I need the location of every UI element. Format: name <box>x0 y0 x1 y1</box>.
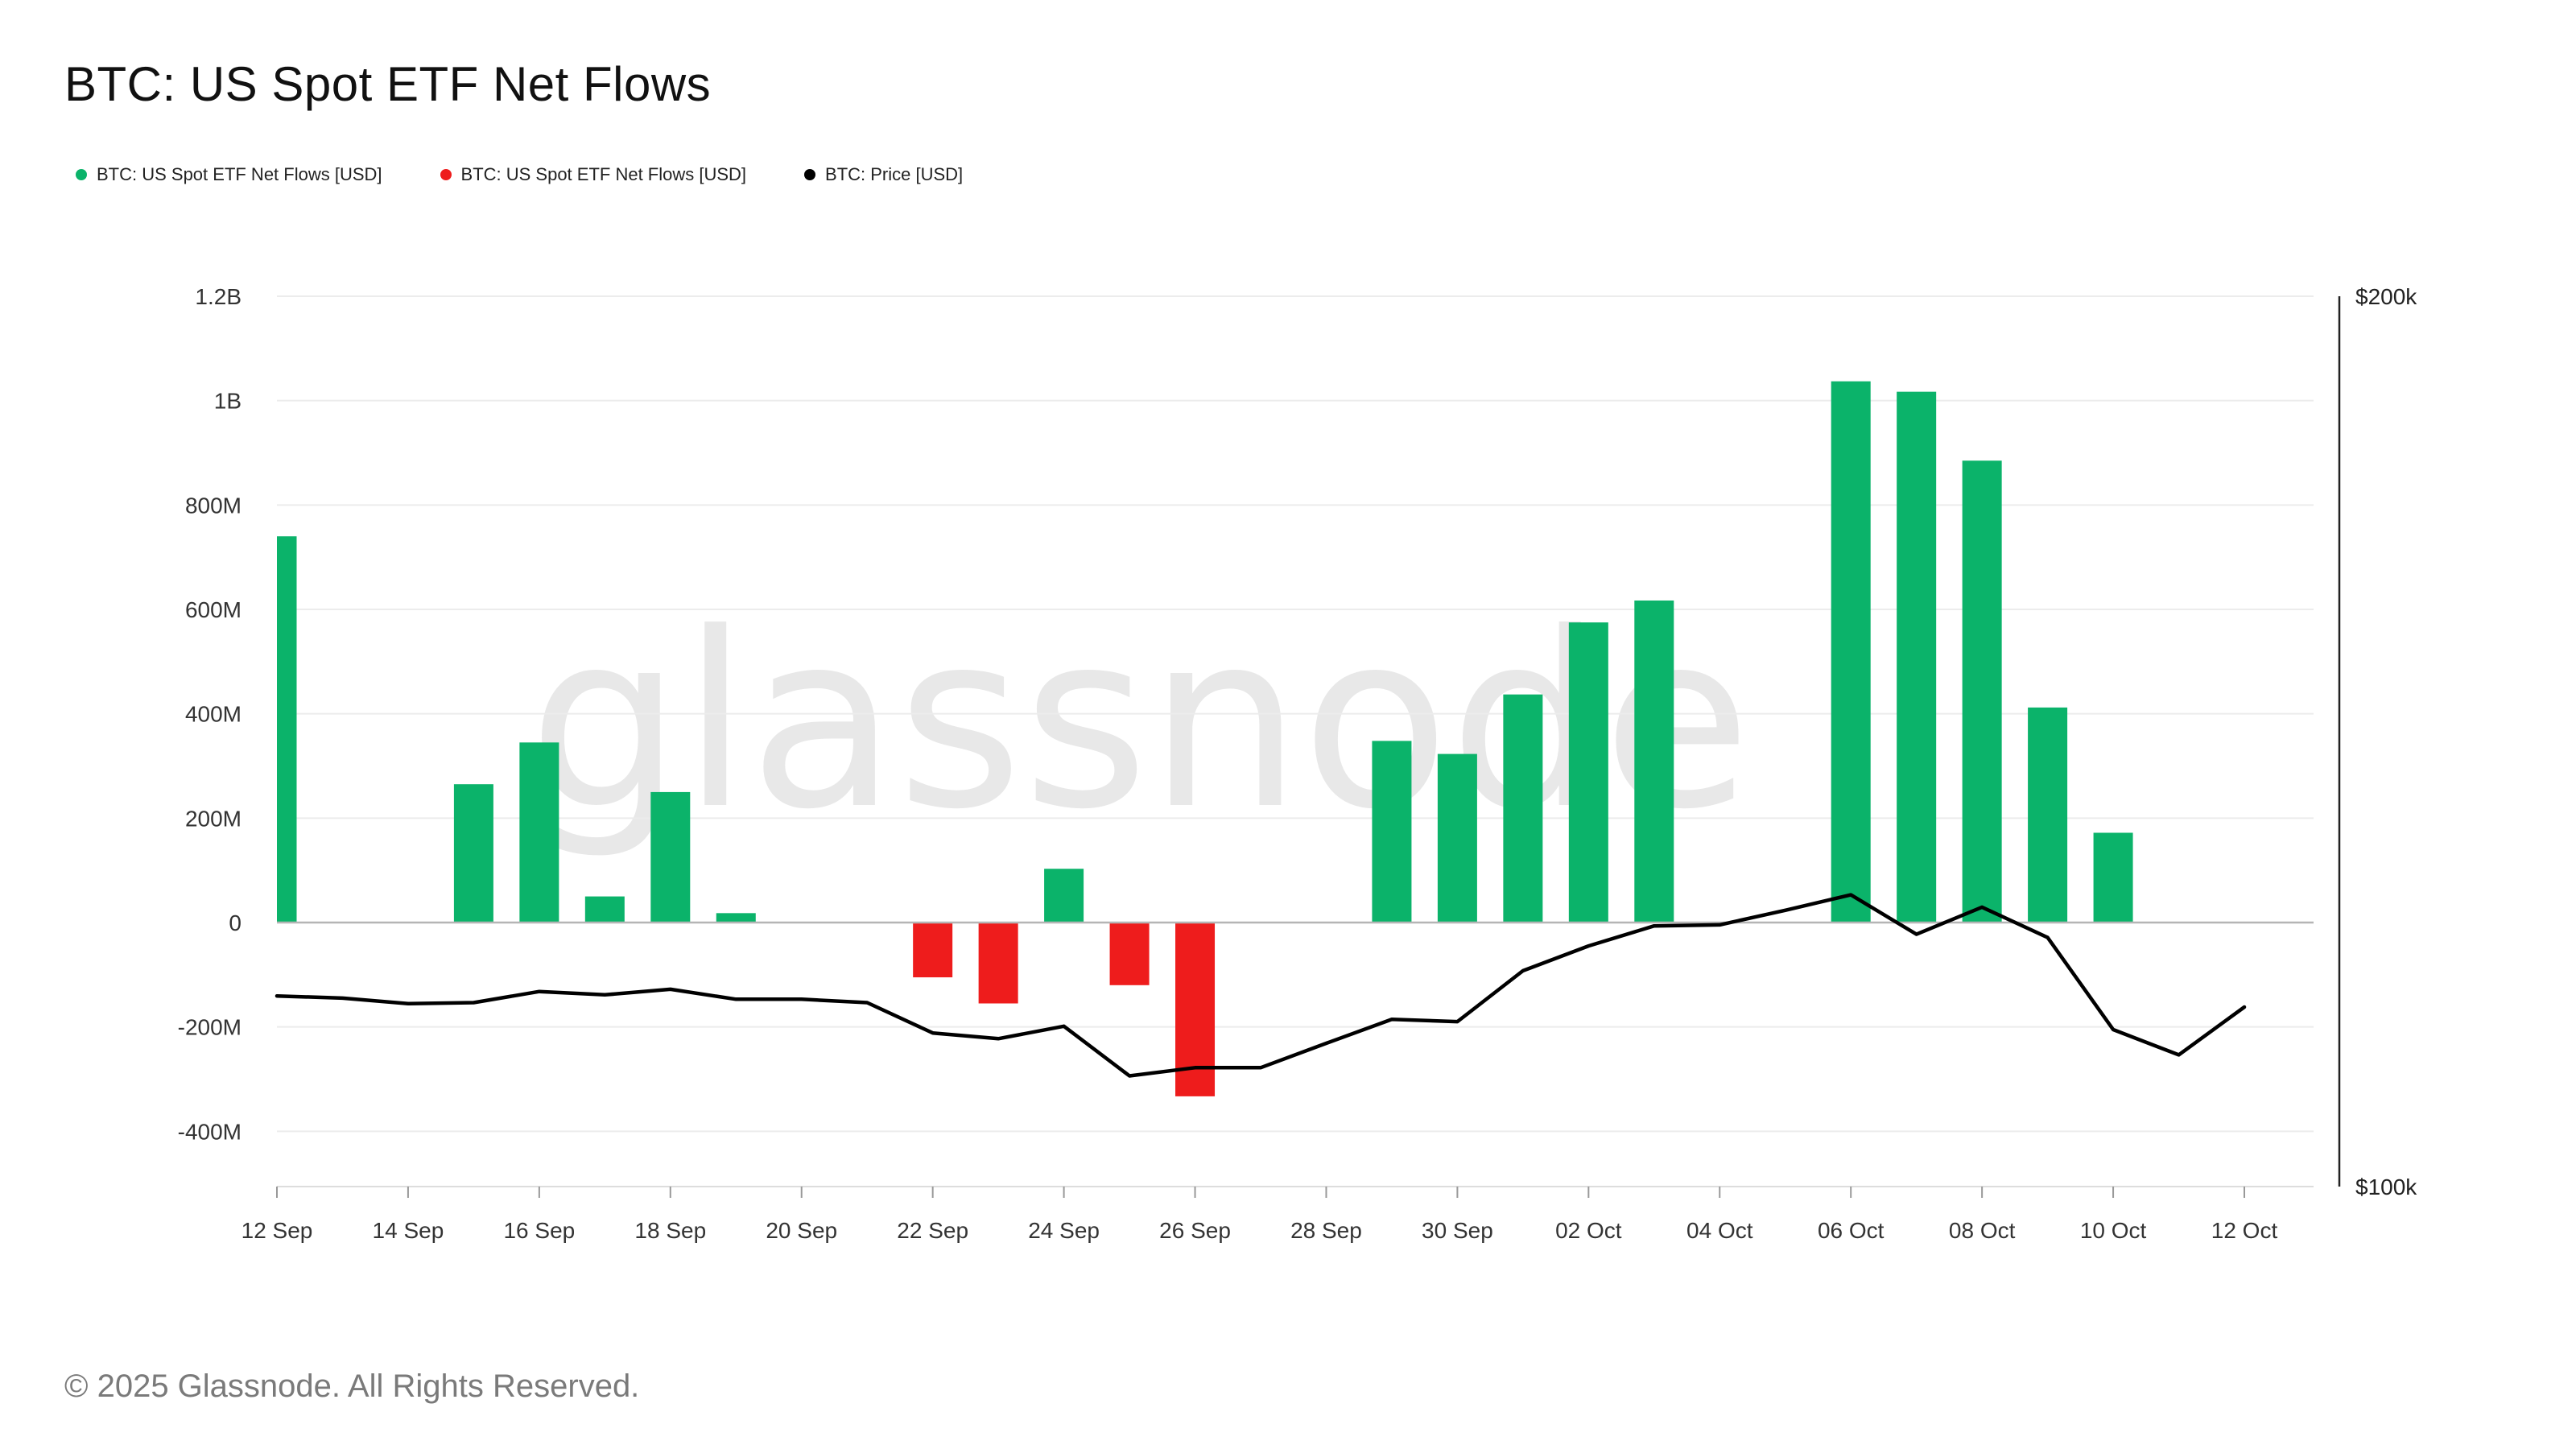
positive-flow-bar <box>716 913 756 923</box>
right-tick-label: $200k <box>2355 284 2417 309</box>
legend-item-price[interactable]: BTC: Price [USD] <box>804 164 963 185</box>
x-tick-label: 02 Oct <box>1555 1218 1622 1243</box>
legend-dot-positive <box>76 169 87 180</box>
x-tick-label: 06 Oct <box>1818 1218 1885 1243</box>
x-tick-label: 08 Oct <box>1949 1218 2016 1243</box>
chart-title: BTC: US Spot ETF Net Flows <box>64 57 712 111</box>
y-tick-label: 400M <box>185 702 242 727</box>
x-tick-label: 16 Sep <box>503 1218 575 1243</box>
x-tick-label: 30 Sep <box>1422 1218 1493 1243</box>
legend-dot-negative <box>440 169 452 180</box>
x-tick-label: 12 Sep <box>242 1218 313 1243</box>
positive-flow-bar <box>650 791 691 923</box>
positive-flow-bar <box>1634 600 1674 923</box>
positive-flow-bar <box>2028 707 2068 923</box>
y-tick-label: 600M <box>185 597 242 622</box>
x-tick-label: 18 Sep <box>634 1218 706 1243</box>
right-tick-label: $100k <box>2355 1174 2417 1199</box>
price-line <box>275 893 2247 1078</box>
positive-flow-bar <box>1372 741 1412 923</box>
grid-lines <box>277 295 2314 1133</box>
x-tick-label: 10 Oct <box>2080 1218 2147 1243</box>
x-tick-label: 26 Sep <box>1159 1218 1231 1243</box>
positive-flow-bar <box>1437 753 1477 923</box>
positive-flow-bar <box>453 784 493 923</box>
copyright-footer: © 2025 Glassnode. All Rights Reserved. <box>64 1368 640 1404</box>
y-tick-label: 1.2B <box>195 284 242 309</box>
positive-flow-bar <box>1897 391 1937 923</box>
positive-flow-bar <box>1044 869 1084 923</box>
x-tick-label: 12 Oct <box>2211 1218 2278 1243</box>
x-tick-label: 04 Oct <box>1686 1218 1753 1243</box>
legend-label: BTC: Price [USD] <box>825 164 964 184</box>
y-tick-label: 200M <box>185 806 242 831</box>
negative-flow-bar <box>913 923 953 978</box>
x-axis: 12 Sep 14 Sep 16 Sep 18 Sep 20 Sep 22 Sep 24 S… <box>242 1186 2314 1243</box>
y-tick-label: 800M <box>185 493 242 518</box>
legend-item-negative-flows[interactable]: BTC: US Spot ETF Net Flows [USD] <box>440 164 747 185</box>
legend-label: BTC: US Spot ETF Net Flows [USD] <box>460 164 747 184</box>
negative-flow-bar <box>978 923 1018 1004</box>
legend-item-positive-flows[interactable]: BTC: US Spot ETF Net Flows [USD] <box>76 164 382 185</box>
y-tick-label: 1B <box>214 389 242 414</box>
positive-flow-bar <box>277 536 297 923</box>
flow-bars <box>277 381 2133 1096</box>
positive-flow-bar <box>1568 622 1608 923</box>
x-tick-label: 14 Sep <box>373 1218 444 1243</box>
positive-flow-bar <box>1503 694 1543 923</box>
legend-label: BTC: US Spot ETF Net Flows [USD] <box>97 164 382 184</box>
x-tick-label: 22 Sep <box>897 1218 968 1243</box>
x-tick-label: 28 Sep <box>1290 1218 1362 1243</box>
positive-flow-bar <box>1962 460 2002 923</box>
x-tick-label: 24 Sep <box>1028 1218 1100 1243</box>
negative-flow-bar <box>1109 923 1150 985</box>
y-tick-label: -200M <box>178 1015 242 1040</box>
positive-flow-bar <box>2093 832 2133 923</box>
x-tick-label: 20 Sep <box>766 1218 837 1243</box>
legend-dot-price <box>804 169 816 180</box>
right-axis: $200k $100k <box>2338 284 2417 1199</box>
positive-flow-bar <box>519 742 559 923</box>
y-tick-label: 0 <box>229 910 242 935</box>
positive-flow-bar <box>584 896 625 923</box>
y-axis-ticks: 1.2B 1B 800M 600M 400M 200M 0 -200M -400M <box>178 284 242 1144</box>
watermark: glassnode <box>529 581 1752 862</box>
y-tick-label: -400M <box>178 1119 242 1144</box>
positive-flow-bar <box>1831 381 1871 923</box>
legend: BTC: US Spot ETF Net Flows [USD] BTC: US… <box>76 164 963 185</box>
